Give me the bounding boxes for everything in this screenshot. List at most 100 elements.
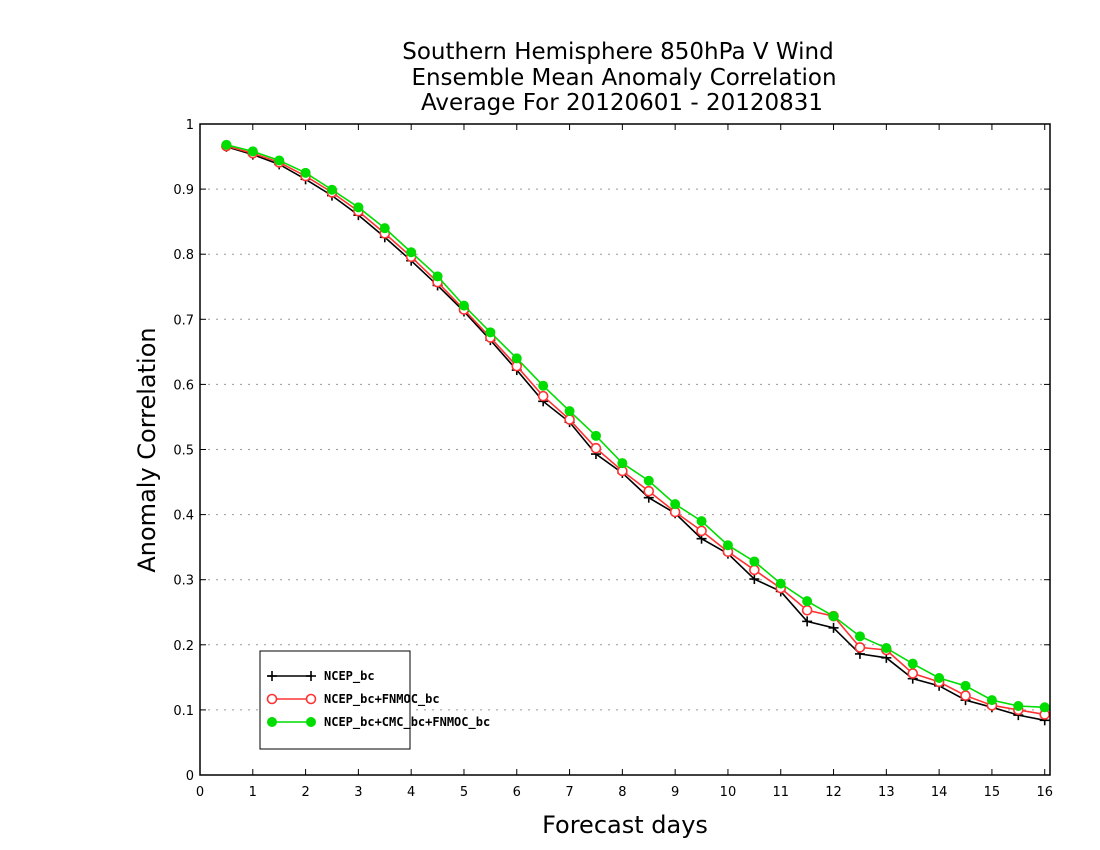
series-1-point-18 xyxy=(696,525,707,537)
series-0-point-20 xyxy=(749,574,760,585)
x-tick-label-13: 13 xyxy=(878,785,895,800)
series-2-point-15 xyxy=(617,458,628,469)
y-tick-label-9: 0.9 xyxy=(173,183,194,198)
x-tick-label-0: 0 xyxy=(196,785,204,800)
x-tick-label-9: 9 xyxy=(671,785,679,800)
legend-label-1: NCEP_bc+FNMOC_bc xyxy=(324,692,440,707)
title-line-3: Average For 20120601 - 20120831 xyxy=(421,90,823,116)
y-tick-label-2: 0.2 xyxy=(173,639,194,654)
y-axis-label: Anomaly Correlation xyxy=(133,327,161,572)
series-1-point-24 xyxy=(854,642,866,653)
series-line-1 xyxy=(226,145,1045,716)
y-tick-label-5: 0.5 xyxy=(173,444,194,459)
series-2-point-24 xyxy=(854,631,865,642)
series-1-point-14 xyxy=(590,442,602,454)
series-2-point-20 xyxy=(749,556,760,567)
series-0-point-22 xyxy=(802,616,813,627)
series-line-2 xyxy=(226,144,1045,709)
series-1-point-26 xyxy=(907,668,919,679)
legend-box xyxy=(259,650,411,750)
series-2-point-30 xyxy=(1013,700,1024,711)
x-tick-label-10: 10 xyxy=(720,785,737,800)
series-2-point-12 xyxy=(538,380,549,391)
series-2-point-5 xyxy=(353,202,364,213)
series-2-point-29 xyxy=(986,695,997,706)
y-tick-label-6: 0.6 xyxy=(173,378,194,393)
series-layer xyxy=(221,139,1051,726)
series-1-point-13 xyxy=(564,414,575,425)
legend-entry-0: NCEP_bc xyxy=(267,669,375,684)
plot-area-frame xyxy=(199,123,1051,776)
x-tick-label-4: 4 xyxy=(407,785,415,800)
legend-marker-b-2 xyxy=(306,717,316,727)
series-2-point-28 xyxy=(960,680,971,691)
y-tick-label-8: 0.8 xyxy=(173,248,194,263)
series-2-point-8 xyxy=(432,271,443,282)
series-2-point-21 xyxy=(775,578,786,589)
series-2-point-23 xyxy=(828,611,839,622)
series-2-point-25 xyxy=(881,643,892,654)
series-2-point-31 xyxy=(1039,702,1050,713)
series-1-point-28 xyxy=(960,690,971,701)
series-2-point-2 xyxy=(274,155,285,166)
series-2-point-11 xyxy=(511,353,522,364)
legend-marker-b-0 xyxy=(306,671,316,681)
series-2-point-27 xyxy=(934,673,945,684)
legend-entry-2: NCEP_bc+CMC_bc+FNMOC_bc xyxy=(267,715,490,730)
series-2-point-0 xyxy=(221,139,232,150)
series-1-point-12 xyxy=(537,390,549,402)
x-tick-label-16: 16 xyxy=(1036,785,1053,800)
series-2-point-14 xyxy=(590,430,601,441)
series-2-point-6 xyxy=(379,223,390,234)
legend-marker-b-1 xyxy=(305,693,317,705)
series-1-point-20 xyxy=(749,564,760,576)
series-2-point-10 xyxy=(485,327,496,338)
series-2-point-4 xyxy=(326,184,337,195)
x-tick-label-11: 11 xyxy=(772,785,789,800)
legend-label-0: NCEP_bc xyxy=(324,669,375,684)
x-tick-label-15: 15 xyxy=(984,785,1001,800)
legend: NCEP_bc NCEP_bc+FNMOC_bc NCEP_bc+CMC_bc+FN… xyxy=(259,650,490,750)
legend-entry-1: NCEP_bc+FNMOC_bc xyxy=(266,692,440,707)
x-tick-label-1: 1 xyxy=(249,785,257,800)
series-1 xyxy=(221,140,1051,720)
series-2-point-3 xyxy=(300,167,311,178)
series-2 xyxy=(221,139,1050,713)
series-2-point-13 xyxy=(564,406,575,417)
y-tick-label-10: 1 xyxy=(186,118,194,133)
title-line-1: Southern Hemisphere 850hPa V Wind xyxy=(402,39,833,65)
series-1-point-16 xyxy=(643,485,655,497)
series-2-point-18 xyxy=(696,516,707,527)
series-2-point-9 xyxy=(458,300,469,311)
x-tick-label-7: 7 xyxy=(565,785,573,800)
legend-label-2: NCEP_bc+CMC_bc+FNMOC_bc xyxy=(324,715,490,730)
series-line-0 xyxy=(226,146,1045,722)
series-1-point-22 xyxy=(801,604,813,616)
title-line-2: Ensemble Mean Anomaly Correlation xyxy=(411,65,836,91)
x-tick-label-5: 5 xyxy=(460,785,468,800)
x-tick-label-6: 6 xyxy=(513,785,521,800)
x-tick-label-12: 12 xyxy=(825,785,842,800)
series-2-point-17 xyxy=(670,499,681,510)
chart-title: Southern Hemisphere 850hPa V Wind Ensemb… xyxy=(402,39,836,116)
series-0 xyxy=(221,141,1050,726)
grid-lines xyxy=(200,188,1050,711)
x-tick-label-8: 8 xyxy=(618,785,626,800)
y-tick-label-4: 0.4 xyxy=(173,509,194,524)
legend-marker-a-0 xyxy=(267,671,277,681)
legend-marker-a-2 xyxy=(267,717,277,727)
y-tick-label-1: 0.1 xyxy=(173,704,194,719)
x-tick-label-2: 2 xyxy=(301,785,309,800)
series-0-point-23 xyxy=(828,622,839,633)
x-tick-label-14: 14 xyxy=(931,785,948,800)
series-2-point-1 xyxy=(247,146,258,157)
series-2-point-19 xyxy=(722,540,733,551)
series-2-point-7 xyxy=(406,247,417,258)
y-tick-label-0: 0 xyxy=(186,769,194,784)
x-tick-label-3: 3 xyxy=(354,785,362,800)
series-2-point-16 xyxy=(643,475,654,486)
axis-ticks: 00.10.20.30.40.50.60.70.80.910 1 2 3 4 5 6 7 8 9 1… xyxy=(173,118,1053,800)
y-tick-label-7: 0.7 xyxy=(173,313,194,328)
x-axis-label: Forecast days xyxy=(542,811,708,839)
